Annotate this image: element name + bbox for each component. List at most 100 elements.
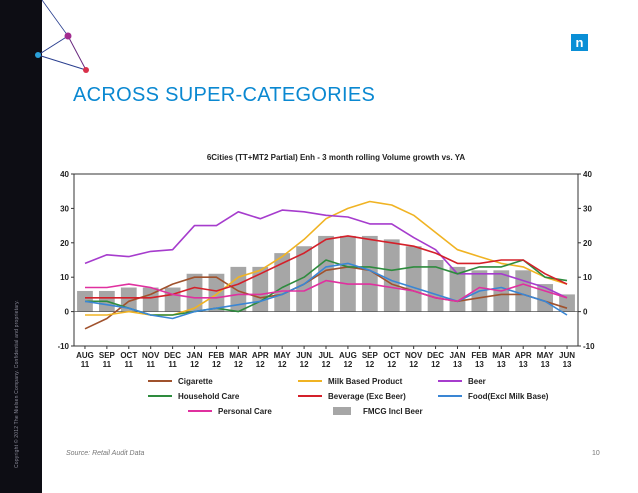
y-tick-right-label: 10 (583, 273, 592, 282)
x-tick-month: JUL (318, 351, 333, 360)
x-tick-month: SEP (362, 351, 379, 360)
x-tick-month: NOV (405, 351, 423, 360)
decorative-network-graphic (35, 0, 89, 73)
legend-label: Beverage (Exc Beer) (328, 392, 406, 401)
x-tick-year: 12 (365, 360, 374, 369)
legend-label: Beer (468, 377, 486, 386)
legend-label: Household Care (178, 392, 240, 401)
x-tick-year: 12 (256, 360, 265, 369)
bar-fmcg (142, 287, 159, 312)
y-tick-left-label: 10 (60, 273, 69, 282)
x-tick-month: DEC (164, 351, 181, 360)
legend-label: FMCG Incl Beer (363, 407, 423, 416)
bar-fmcg (361, 235, 378, 312)
y-tick-right-label: 40 (583, 170, 592, 179)
page-number: 10 (592, 450, 600, 457)
y-tick-right-label: 20 (583, 239, 592, 248)
y-tick-left-label: 30 (60, 204, 69, 213)
y-tick-left-label: 20 (60, 239, 69, 248)
left-sidebar-bar (0, 0, 42, 493)
y-tick-left-label: -10 (58, 342, 70, 351)
bar-fmcg (383, 239, 400, 312)
bar-fmcg (230, 266, 247, 312)
x-tick-month: OCT (383, 351, 400, 360)
x-tick-month: MAY (537, 351, 555, 360)
x-tick-year: 11 (125, 360, 134, 369)
x-tick-year: 12 (343, 360, 352, 369)
y-tick-right-label: 0 (583, 308, 588, 317)
bar-fmcg (296, 246, 312, 312)
x-tick-year: 11 (81, 360, 90, 369)
x-tick-month: JUN (296, 351, 312, 360)
x-tick-year: 12 (212, 360, 221, 369)
x-tick-month: JAN (187, 351, 203, 360)
nielsen-logo: n (571, 34, 588, 51)
x-tick-year: 13 (475, 360, 484, 369)
line-food-excl-milk-base (84, 262, 568, 320)
copyright-notice: Copyright © 2012 The Nielsen Company. Co… (14, 299, 20, 468)
x-tick-year: 12 (234, 360, 243, 369)
y-tick-right-label: -10 (583, 342, 595, 351)
legend-label: Personal Care (218, 407, 272, 416)
line-personal-care (85, 279, 568, 303)
y-tick-left-label: 40 (60, 170, 69, 179)
x-tick-month: FEB (471, 351, 487, 360)
chart-title: 6Cities (TT+MT2 Partial) Enh - 3 month r… (207, 153, 466, 162)
x-tick-month: MAY (274, 351, 292, 360)
legend-label: Cigarette (178, 377, 213, 386)
deco-dot-red (83, 67, 89, 73)
deco-dot-blue (35, 52, 41, 58)
deco-dot-magenta (64, 32, 72, 40)
line-beer (84, 209, 568, 299)
x-tick-month: DEC (427, 351, 444, 360)
x-tick-year: 11 (168, 360, 177, 369)
legend-label: Milk Based Product (328, 377, 403, 386)
x-tick-year: 12 (300, 360, 309, 369)
x-tick-month: JUN (559, 351, 575, 360)
x-tick-year: 13 (519, 360, 528, 369)
bar-fmcg (405, 246, 422, 312)
x-tick-year: 11 (146, 360, 155, 369)
bar-fmcg (77, 290, 93, 312)
source-note: Source: Retail Audit Data (66, 450, 145, 457)
line-household-care (85, 259, 568, 316)
x-tick-month: SEP (99, 351, 116, 360)
x-tick-month: NOV (142, 351, 160, 360)
x-tick-year: 12 (387, 360, 396, 369)
legend-label: Food(Excl Milk Base) (468, 392, 549, 401)
bar-fmcg (208, 273, 225, 312)
x-tick-month: MAR (492, 351, 510, 360)
bar-fmcg (340, 235, 356, 312)
x-tick-month: FEB (208, 351, 224, 360)
bar-fmcg (186, 273, 203, 312)
x-tick-year: 12 (190, 360, 199, 369)
x-tick-year: 11 (103, 360, 112, 369)
x-tick-month: JAN (449, 351, 465, 360)
x-tick-year: 13 (453, 360, 462, 369)
bar-fmcg (427, 260, 444, 312)
x-tick-year: 13 (497, 360, 506, 369)
x-tick-month: AUG (76, 351, 94, 360)
bar-fmcg (164, 287, 181, 312)
slide-title: ACROSS SUPER-CATEGORIES (73, 84, 376, 106)
volume-growth-chart: 6Cities (TT+MT2 Partial) Enh - 3 month r… (58, 153, 595, 416)
x-tick-year: 12 (409, 360, 418, 369)
bar-fmcg (120, 287, 137, 312)
x-tick-month: APR (252, 351, 269, 360)
bar-fmcg (274, 253, 291, 312)
bar-fmcg (318, 235, 334, 312)
x-tick-year: 13 (563, 360, 572, 369)
x-tick-year: 13 (541, 360, 550, 369)
y-tick-right-label: 30 (583, 204, 592, 213)
x-tick-month: APR (515, 351, 532, 360)
y-tick-left-label: 0 (65, 308, 70, 317)
bar-fmcg (515, 270, 532, 312)
line-cigarette (84, 266, 568, 330)
x-tick-month: AUG (339, 351, 357, 360)
x-tick-year: 12 (278, 360, 287, 369)
x-tick-year: 12 (431, 360, 440, 369)
x-tick-year: 12 (322, 360, 331, 369)
x-tick-month: OCT (120, 351, 137, 360)
x-tick-month: MAR (229, 351, 247, 360)
line-beverage-exc-beer (85, 235, 568, 299)
